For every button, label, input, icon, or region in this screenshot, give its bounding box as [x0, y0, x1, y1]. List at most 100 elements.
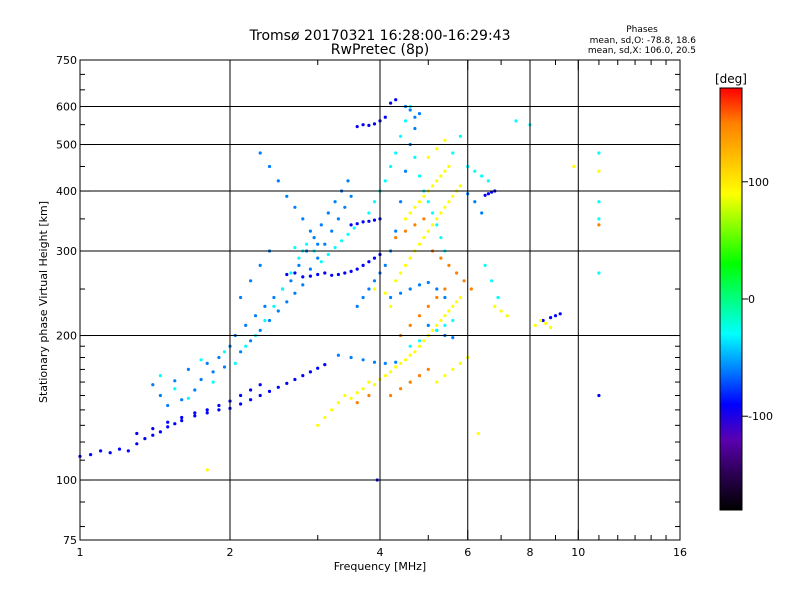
data-point [352, 226, 356, 230]
data-point [267, 389, 272, 393]
data-point [367, 219, 371, 223]
data-point [443, 169, 447, 173]
data-point [211, 380, 215, 384]
data-point [413, 155, 417, 159]
axes: 1 2 4 6 8 10 16 75 100 200 300 400 500 600 750 [56, 54, 687, 559]
data-point [258, 328, 262, 332]
data-point [394, 279, 398, 283]
data-point [499, 309, 503, 313]
data-point [597, 393, 601, 398]
data-point [443, 287, 447, 291]
phase-colorbar: [deg] 100 0 -100 [715, 72, 773, 511]
data-point [239, 393, 243, 398]
data-point [211, 370, 215, 374]
data-point [490, 279, 494, 283]
data-point [233, 361, 237, 365]
data-point [285, 381, 289, 385]
data-point [597, 151, 601, 155]
data-point [435, 217, 439, 221]
data-point [285, 300, 289, 304]
data-point [308, 370, 312, 374]
data-point [458, 361, 462, 365]
data-point [272, 295, 276, 300]
data-point [443, 205, 447, 209]
data-point [158, 374, 162, 378]
data-point [403, 263, 408, 267]
data-point [367, 260, 371, 264]
data-point [135, 442, 139, 446]
data-point [323, 271, 327, 275]
data-point [408, 256, 412, 260]
data-point [389, 101, 393, 105]
data-point [289, 271, 293, 275]
data-point [417, 314, 422, 318]
data-point [417, 112, 422, 116]
data-point [326, 252, 330, 257]
data-point [267, 318, 272, 323]
data-point [349, 223, 353, 227]
x-axis-label: Frequency [MHz] [334, 560, 426, 573]
data-point [244, 323, 248, 327]
data-point [394, 360, 398, 364]
data-point [408, 380, 412, 384]
data-point [431, 328, 435, 332]
data-point [336, 272, 340, 277]
data-point [394, 151, 398, 155]
data-point [249, 279, 253, 283]
data-point [205, 468, 209, 472]
data-point [319, 223, 323, 227]
data-point [361, 358, 365, 362]
data-point [173, 387, 177, 391]
data-point [435, 179, 439, 183]
data-point [597, 169, 601, 173]
data-point [417, 242, 422, 246]
data-point [199, 358, 203, 362]
data-point [316, 256, 320, 260]
y-tick-label: 750 [56, 54, 77, 67]
data-point [399, 271, 403, 275]
data-point [431, 223, 435, 227]
data-point [205, 411, 209, 415]
data-point [372, 279, 377, 283]
data-point [267, 164, 272, 169]
data-point [408, 287, 412, 291]
data-point [394, 98, 398, 102]
data-point [417, 174, 422, 178]
data-point [389, 393, 393, 398]
data-point [316, 272, 320, 277]
data-point [417, 200, 422, 204]
data-point [597, 271, 601, 275]
data-point [326, 211, 330, 215]
data-point [493, 304, 497, 308]
data-point [443, 138, 447, 142]
colorbar-label: [deg] [715, 72, 747, 86]
data-point [473, 169, 477, 173]
data-point [333, 246, 337, 250]
data-point [367, 287, 371, 291]
phase-legend-o-line: mean, sd,O: -78.8, 18.6 [590, 36, 697, 46]
data-point [372, 360, 377, 364]
data-point [340, 239, 344, 243]
data-point [305, 242, 309, 246]
data-point [443, 374, 447, 378]
data-point [166, 403, 170, 408]
data-point [476, 431, 480, 436]
data-point [413, 115, 417, 119]
data-point [422, 236, 426, 240]
data-point [533, 323, 537, 327]
data-point [217, 408, 221, 412]
data-point [343, 271, 347, 275]
data-point [443, 323, 447, 327]
data-point [372, 200, 377, 204]
data-point [349, 355, 353, 360]
data-point [263, 318, 267, 323]
data-point [383, 361, 387, 365]
data-point [249, 398, 253, 402]
data-point [435, 323, 439, 327]
data-point [426, 280, 430, 285]
data-point [399, 361, 403, 365]
data-point [383, 291, 387, 295]
data-point [323, 415, 327, 420]
data-point [205, 408, 209, 412]
data-point [458, 134, 462, 138]
